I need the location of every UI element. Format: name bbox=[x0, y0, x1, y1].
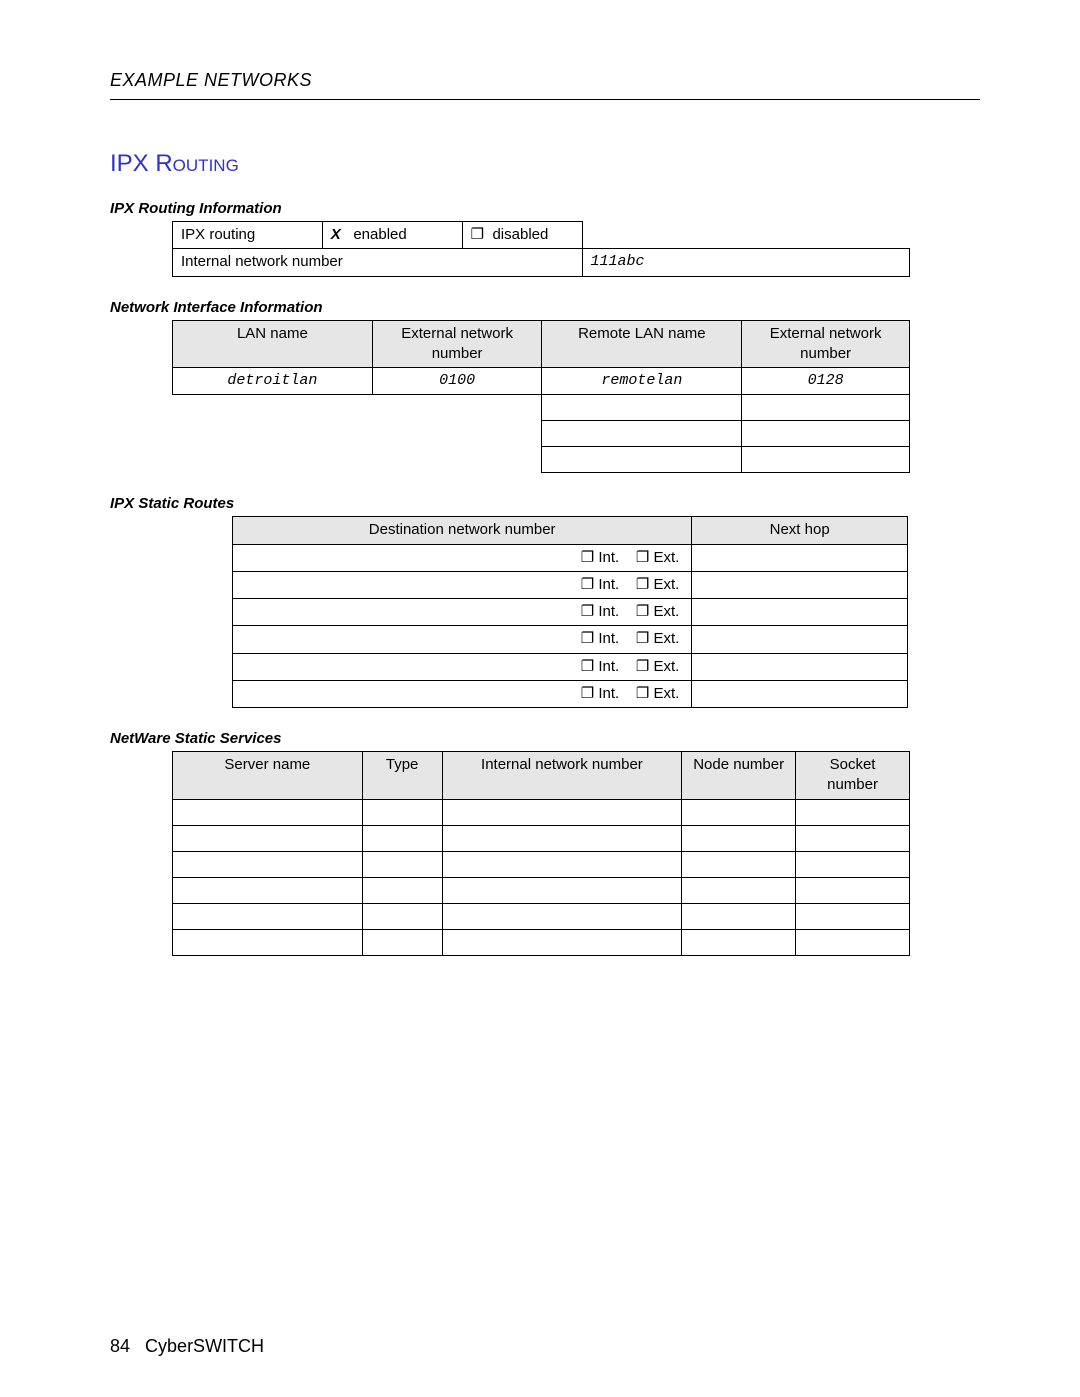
col-type: Type bbox=[362, 752, 442, 800]
ipx-static-routes-table: Destination network number Next hop ❐ In… bbox=[232, 516, 908, 708]
table-row bbox=[173, 929, 910, 955]
subsection-ipx-routing-info: IPX Routing Information bbox=[110, 200, 990, 217]
col-ext-num1: External network number bbox=[372, 320, 542, 368]
checkbox-icon: ❐ bbox=[581, 576, 594, 593]
netware-services-table: Server name Type Internal network number… bbox=[172, 751, 910, 956]
ipx-routing-table: IPX routing X enabled ❐ disabled Interna… bbox=[172, 221, 910, 277]
label-ipx-routing: IPX routing bbox=[173, 222, 323, 249]
page-number: 84 bbox=[110, 1336, 130, 1356]
table-row bbox=[173, 799, 910, 825]
checkbox-icon: ❐ bbox=[636, 603, 649, 620]
table-row bbox=[173, 421, 910, 447]
table-row bbox=[173, 851, 910, 877]
table-row: detroitlan 0100 remotelan 0128 bbox=[173, 368, 910, 395]
col-node-num: Node number bbox=[682, 752, 796, 800]
checkbox-icon: ❐ bbox=[636, 549, 649, 566]
table-row bbox=[173, 877, 910, 903]
table-row: ❐ Int. ❐ Ext. bbox=[233, 653, 908, 680]
col-dest-network: Destination network number bbox=[233, 517, 692, 544]
col-lan-name: LAN name bbox=[173, 320, 373, 368]
internal-network-value: 111abc bbox=[582, 249, 909, 276]
page-header: EXAMPLE NETWORKS bbox=[110, 70, 990, 91]
checkbox-icon: ❐ bbox=[581, 685, 594, 702]
table-row: ❐ Int. ❐ Ext. bbox=[233, 544, 908, 571]
checkmark-x: X bbox=[331, 226, 341, 243]
checkbox-icon: ❐ bbox=[581, 658, 594, 675]
product-name: CyberSWITCH bbox=[145, 1336, 264, 1356]
subsection-network-interface: Network Interface Information bbox=[110, 299, 990, 316]
checkbox-icon: ❐ bbox=[581, 549, 594, 566]
checkbox-icon: ❐ bbox=[636, 630, 649, 647]
page-footer: 84 CyberSWITCH bbox=[110, 1336, 264, 1357]
section-title: IPX Routing bbox=[110, 150, 990, 178]
table-row bbox=[173, 447, 910, 473]
table-row: ❐ Int. ❐ Ext. bbox=[233, 599, 908, 626]
table-row: ❐ Int. ❐ Ext. bbox=[233, 680, 908, 707]
subsection-ipx-static-routes: IPX Static Routes bbox=[110, 495, 990, 512]
checkbox-icon: ❐ bbox=[581, 603, 594, 620]
table-row bbox=[173, 825, 910, 851]
subsection-netware-services: NetWare Static Services bbox=[110, 730, 990, 747]
col-server-name: Server name bbox=[173, 752, 363, 800]
cell-enabled: X enabled bbox=[322, 222, 462, 249]
col-next-hop: Next hop bbox=[692, 517, 908, 544]
header-rule bbox=[110, 99, 980, 100]
col-internal-net: Internal network number bbox=[442, 752, 682, 800]
table-row bbox=[173, 395, 910, 421]
col-ext-num2: External network number bbox=[742, 320, 910, 368]
label-internal-network: Internal network number bbox=[173, 249, 583, 276]
cell-disabled: ❐ disabled bbox=[462, 222, 582, 249]
checkbox-icon: ❐ bbox=[471, 226, 484, 243]
network-interface-table: LAN name External network number Remote … bbox=[172, 320, 910, 474]
col-remote-lan: Remote LAN name bbox=[542, 320, 742, 368]
table-row bbox=[173, 903, 910, 929]
table-row: ❐ Int. ❐ Ext. bbox=[233, 626, 908, 653]
col-socket-num: Socket number bbox=[796, 752, 910, 800]
checkbox-icon: ❐ bbox=[581, 630, 594, 647]
table-row: ❐ Int. ❐ Ext. bbox=[233, 571, 908, 598]
checkbox-icon: ❐ bbox=[636, 576, 649, 593]
checkbox-icon: ❐ bbox=[636, 685, 649, 702]
checkbox-icon: ❐ bbox=[636, 658, 649, 675]
